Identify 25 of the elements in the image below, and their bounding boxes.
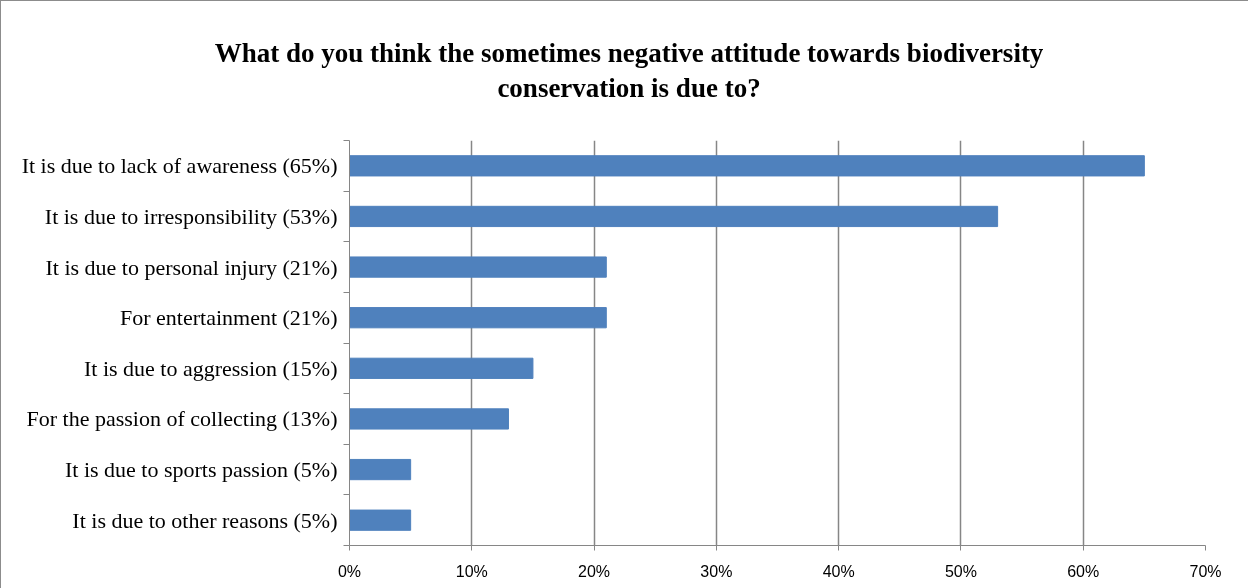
bar — [349, 256, 607, 278]
x-tick-label: 30% — [700, 562, 733, 580]
bar — [349, 307, 607, 329]
y-tick-label: For entertainment (21%) — [120, 305, 338, 331]
y-tick-label: It is due to personal injury (21%) — [45, 254, 338, 280]
x-tick-label: 10% — [455, 562, 488, 580]
x-tick-label: 70% — [1189, 562, 1222, 580]
bar — [349, 155, 1145, 177]
y-tick-label: It is due to sports passion (5%) — [64, 457, 338, 483]
bar — [349, 408, 509, 430]
x-tick-label: 40% — [822, 562, 855, 580]
bar — [349, 509, 412, 531]
y-tick-label: For the passion of collecting (13%) — [26, 406, 338, 432]
bar — [349, 357, 534, 379]
y-tick-label: It is due to lack of awareness (65%) — [21, 153, 338, 179]
y-tick-label: It is due to aggression (15%) — [83, 355, 338, 381]
x-tick-label: 0% — [337, 562, 362, 580]
chart-title: What do you think the sometimes negative attitude towards biodiversity conservation is due to? — [214, 37, 1044, 106]
bar — [349, 458, 412, 481]
x-tick-label: 60% — [1067, 562, 1100, 580]
y-tick-label: It is due to irresponsibility (53%) — [44, 203, 338, 229]
x-tick-label: 50% — [944, 562, 977, 580]
bar — [349, 205, 999, 228]
y-tick-label: It is due to other reasons (5%) — [72, 507, 338, 533]
x-tick-label: 20% — [578, 562, 611, 580]
